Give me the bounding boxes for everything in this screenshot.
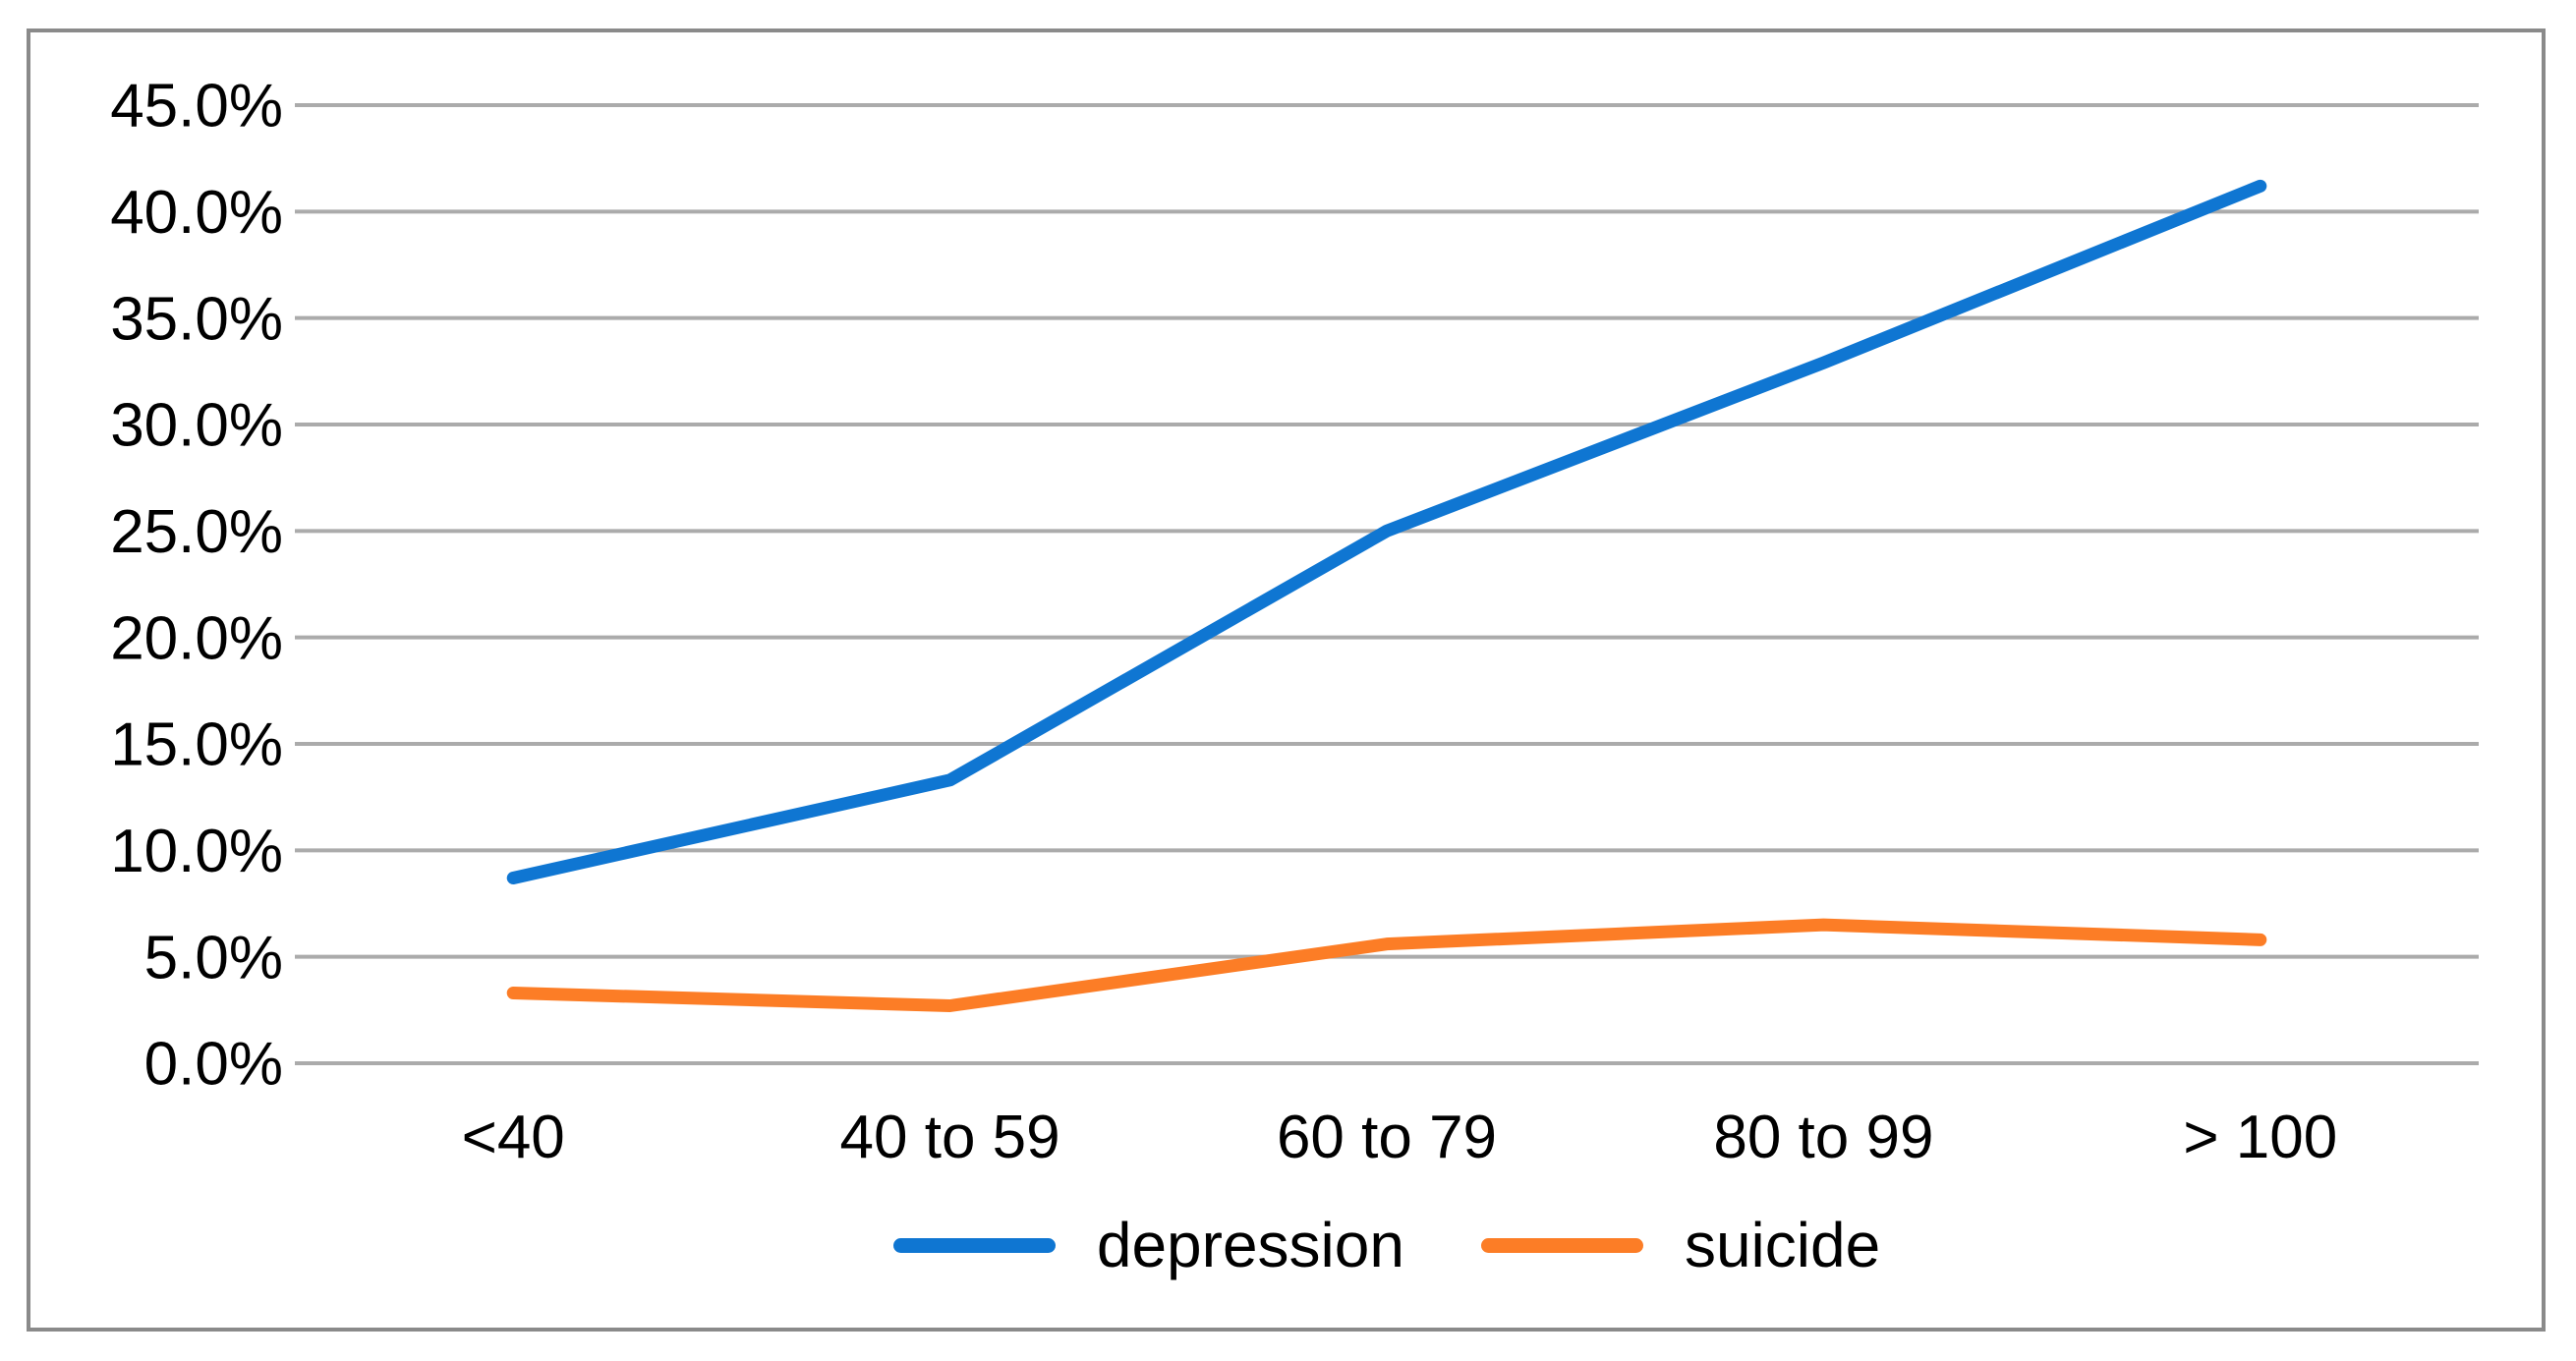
- y-tick-label: 25.0%: [110, 498, 283, 566]
- y-tick-label: 35.0%: [110, 285, 283, 353]
- x-tick-label: 60 to 79: [1277, 1104, 1497, 1171]
- legend-label-depression: depression: [1096, 1210, 1404, 1280]
- chart-legend: depression suicide: [295, 1211, 2479, 1279]
- depression-line: [506, 179, 2267, 884]
- x-tick-label: > 100: [2183, 1104, 2337, 1171]
- y-tick-label: 15.0%: [110, 711, 283, 779]
- legend-item-depression: depression: [892, 1210, 1404, 1280]
- x-tick-label: 40 to 59: [840, 1104, 1060, 1171]
- depression-line-swatch: [892, 1237, 1056, 1253]
- x-tick-label: <40: [462, 1104, 565, 1171]
- y-tick-label: 40.0%: [110, 179, 283, 247]
- y-tick-label: 5.0%: [144, 924, 283, 992]
- y-tick-label: 30.0%: [110, 392, 283, 460]
- y-tick-label: 20.0%: [110, 604, 283, 672]
- x-tick-label: 80 to 99: [1713, 1104, 1933, 1171]
- suicide-line: [506, 918, 2267, 1012]
- y-tick-label: 10.0%: [110, 818, 283, 885]
- legend-label-suicide: suicide: [1684, 1210, 1881, 1280]
- y-tick-label: 0.0%: [144, 1031, 283, 1099]
- y-tick-label: 45.0%: [110, 73, 283, 141]
- legend-item-suicide: suicide: [1480, 1210, 1881, 1280]
- suicide-line-swatch: [1480, 1237, 1643, 1253]
